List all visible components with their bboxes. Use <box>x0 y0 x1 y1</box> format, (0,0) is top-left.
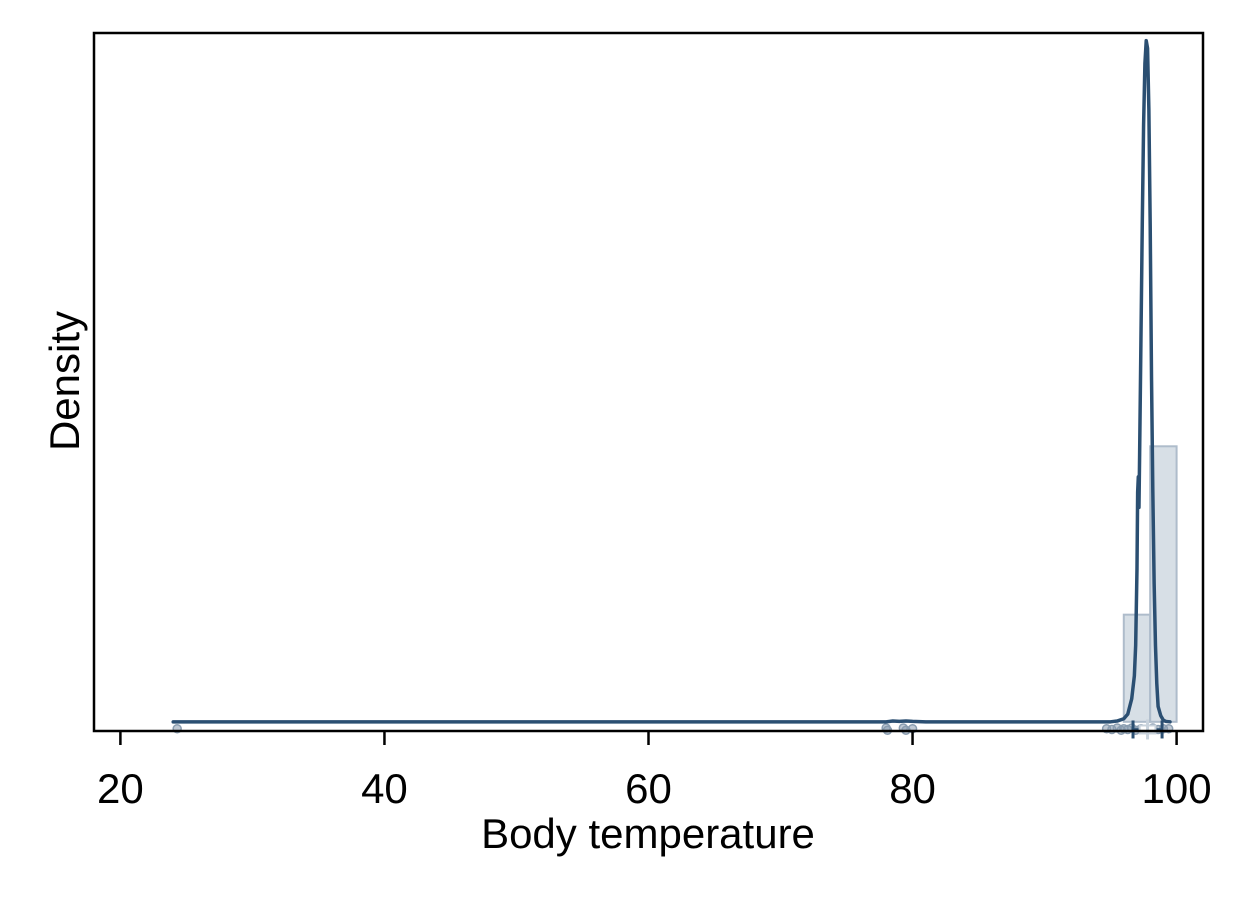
x-tick-label: 60 <box>625 765 672 812</box>
x-tick-label: 100 <box>1142 765 1212 812</box>
x-axis-ticks: 20 40 60 80 100 <box>97 731 1212 812</box>
x-tick-label: 40 <box>361 765 408 812</box>
x-tick-label: 20 <box>97 765 144 812</box>
box-summary <box>1131 719 1164 740</box>
y-axis-label: Density <box>41 311 88 451</box>
x-axis-label: Body temperature <box>481 810 815 857</box>
density-curve <box>171 38 1172 724</box>
x-tick-label: 80 <box>889 765 936 812</box>
